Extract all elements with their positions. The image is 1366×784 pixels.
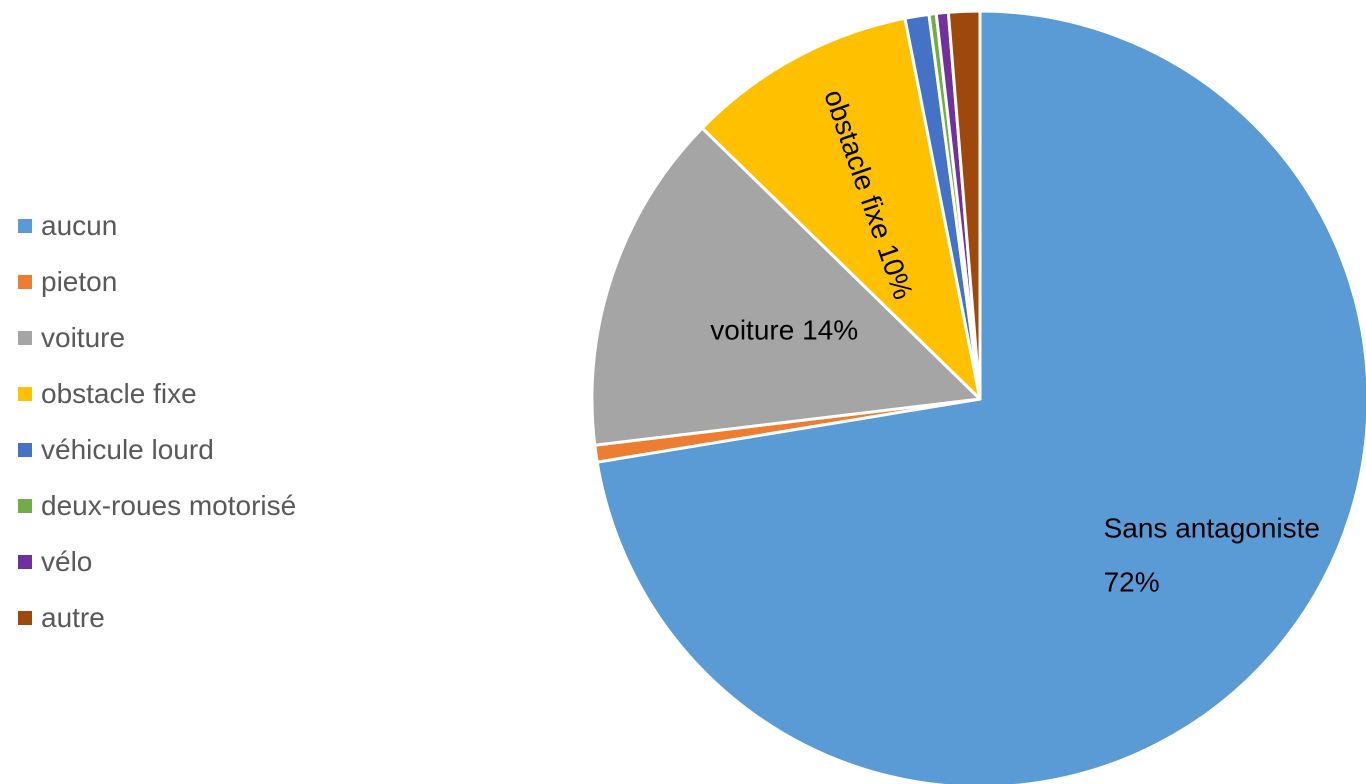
legend-swatch-autre xyxy=(18,611,32,625)
legend-label-aucun: aucun xyxy=(41,210,118,241)
legend-item-deux-roues-motorise: deux-roues motorisé xyxy=(18,478,296,534)
legend-swatch-aucun xyxy=(18,219,32,233)
legend-swatch-vehicule-lourd xyxy=(18,443,32,457)
legend-label-obstacle-fixe: obstacle fixe xyxy=(41,378,197,409)
pie-slice-aucun xyxy=(595,9,1366,784)
pie-slice-autre xyxy=(946,9,982,401)
legend-label-velo: vélo xyxy=(41,546,93,577)
legend-label-pieton: pieton xyxy=(41,266,118,297)
pie-slices xyxy=(590,9,1366,784)
legend-item-autre: autre xyxy=(18,590,296,646)
legend-label-autre: autre xyxy=(41,602,105,633)
legend: aucun pieton voiture obstacle fixe véhic… xyxy=(18,198,296,646)
legend-swatch-voiture xyxy=(18,331,32,345)
legend-item-pieton: pieton xyxy=(18,254,296,310)
pie-slice-obstacle-fixe xyxy=(700,16,982,401)
legend-swatch-velo xyxy=(18,555,32,569)
legend-label-deux-roues-motorise: deux-roues motorisé xyxy=(41,490,297,521)
legend-label-vehicule-lourd: véhicule lourd xyxy=(41,434,214,465)
legend-label-voiture: voiture xyxy=(41,322,126,353)
legend-swatch-deux-roues-motorise xyxy=(18,499,32,513)
legend-swatch-obstacle-fixe xyxy=(18,387,32,401)
data-label-aucun: Sans antagoniste 72% xyxy=(1104,513,1320,598)
data-label-voiture: voiture 14% xyxy=(710,314,858,345)
legend-item-voiture: voiture xyxy=(18,310,296,366)
legend-swatch-pieton xyxy=(18,275,32,289)
legend-item-velo: vélo xyxy=(18,534,296,590)
legend-item-aucun: aucun xyxy=(18,198,296,254)
legend-item-vehicule-lourd: véhicule lourd xyxy=(18,422,296,478)
pie-slice-voiture xyxy=(590,126,982,447)
legend-item-obstacle-fixe: obstacle fixe xyxy=(18,366,296,422)
